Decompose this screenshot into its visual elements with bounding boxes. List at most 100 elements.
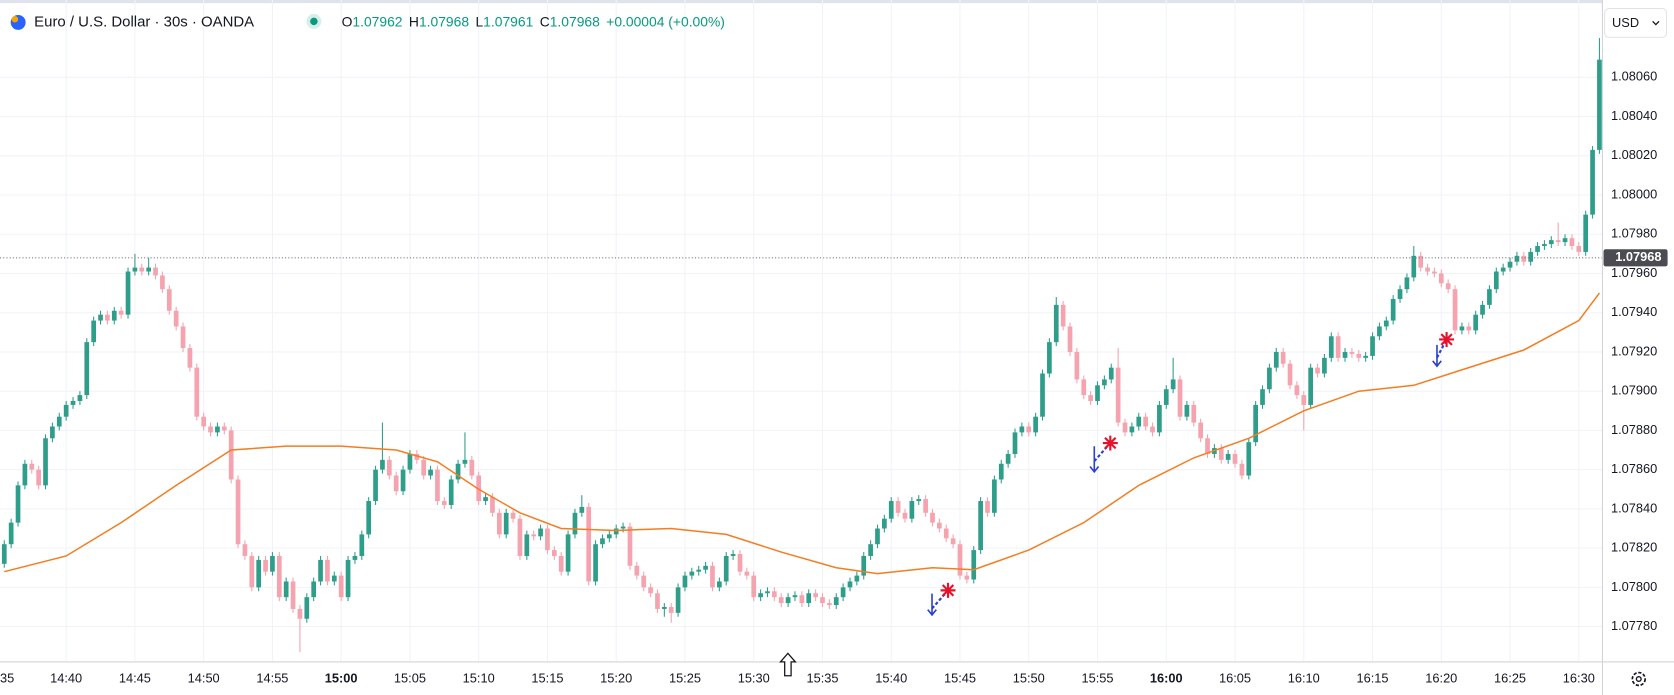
x-tick-label: 15:30 — [738, 670, 770, 685]
candle-body — [641, 575, 647, 588]
candle-body — [861, 555, 867, 576]
candle-body — [36, 469, 42, 486]
currency-button-box[interactable] — [1604, 8, 1668, 38]
asterisk — [1439, 332, 1455, 347]
candle-body — [1012, 432, 1018, 454]
moving-average — [4, 292, 1601, 575]
candle-body — [510, 512, 516, 519]
candle-body — [111, 310, 117, 321]
candle-body — [1342, 351, 1348, 358]
candle-body — [703, 565, 708, 570]
gear[interactable] — [1631, 671, 1647, 687]
x-tick-label: 35 — [0, 670, 14, 685]
candle-body — [1322, 357, 1327, 374]
candle-body — [290, 581, 296, 609]
x-tick-label: 14:50 — [188, 670, 220, 685]
gear-center[interactable] — [1635, 675, 1642, 683]
x-tick-label: 15:15 — [531, 670, 563, 685]
x-tick-label: 14:45 — [119, 670, 151, 685]
candle-body — [15, 485, 21, 523]
candle-body — [235, 479, 241, 545]
currency-label[interactable]: USD — [1612, 15, 1639, 30]
candle-body — [1053, 304, 1059, 343]
candle-body — [263, 559, 268, 572]
candle-body — [1136, 416, 1142, 427]
ohlc-value: 1.07961 — [483, 13, 533, 29]
settings-button[interactable] — [1631, 671, 1647, 687]
candle-body — [737, 554, 743, 572]
candle-body — [971, 550, 977, 580]
candle-body — [1576, 246, 1582, 252]
currency-button[interactable]: USD — [1604, 8, 1668, 38]
candle-body — [435, 469, 440, 502]
candle-body — [1081, 379, 1087, 396]
candle-body — [1370, 336, 1375, 356]
x-tick-label: 15:25 — [669, 670, 701, 685]
candle-body — [421, 459, 427, 476]
candle-body — [606, 534, 612, 539]
candle-body — [22, 463, 28, 486]
x-tick-label: 15:50 — [1013, 670, 1045, 685]
candle-body — [992, 479, 997, 513]
y-tick-label: 1.07980 — [1611, 226, 1657, 241]
ohlc-label: H — [409, 13, 419, 29]
candle-body — [840, 587, 846, 598]
x-tick-label: 16:10 — [1288, 670, 1320, 685]
candle-body — [8, 522, 14, 545]
candle-body — [98, 314, 103, 321]
candle-body — [1514, 255, 1520, 262]
down-arrow — [1432, 344, 1442, 368]
x-tick-label: 15:00 — [325, 670, 358, 685]
candle-body — [208, 426, 213, 433]
candle-body — [84, 342, 90, 396]
time-marker-arrow — [779, 652, 797, 677]
candle-body — [1150, 426, 1155, 433]
candle-body — [882, 518, 887, 529]
candle-body — [503, 512, 509, 535]
candle-body — [146, 267, 152, 272]
candle-body — [496, 512, 502, 535]
candle-body — [1184, 404, 1190, 417]
candle-body — [132, 267, 138, 272]
last-price-box — [1603, 249, 1668, 267]
candle-body — [366, 501, 372, 535]
candle-body — [1487, 289, 1492, 305]
x-tick-label: 14:40 — [50, 670, 82, 685]
candle-body — [1383, 320, 1389, 327]
candle-body — [345, 559, 351, 598]
ohlc-value: 1.07968 — [419, 13, 469, 29]
candle-body — [153, 267, 158, 276]
candle-body — [1438, 273, 1444, 284]
candle-body — [1177, 379, 1183, 417]
candle-body — [648, 587, 653, 594]
candle-body — [359, 534, 365, 556]
candle-body — [414, 453, 420, 460]
candle-body — [1115, 367, 1121, 423]
chevron[interactable] — [1652, 20, 1660, 26]
candle-body — [490, 497, 495, 513]
candle-body — [655, 593, 660, 609]
candle-body — [1363, 355, 1369, 358]
candle-body — [1349, 351, 1355, 354]
x-tick-label: 15:05 — [394, 670, 426, 685]
axes: 1.07780 1.07800 1.07820 1.07840 1.07860 1.078… — [0, 69, 1668, 685]
candle-body — [166, 289, 172, 311]
candle-body — [778, 597, 784, 604]
candle-body — [600, 538, 605, 545]
x-tick-label: 15:40 — [875, 670, 907, 685]
candle-body — [916, 499, 922, 502]
candle-body — [1548, 240, 1554, 245]
candle-body — [792, 595, 798, 598]
candle-body — [1569, 238, 1575, 247]
candle-body — [985, 501, 990, 513]
x-tick-label: 16:15 — [1357, 670, 1389, 685]
candle-body — [827, 603, 832, 606]
candle-body — [730, 554, 736, 556]
market-status-dot — [310, 17, 318, 26]
y-tick-label: 1.08020 — [1611, 147, 1657, 162]
x-tick-label: 16:30 — [1563, 670, 1595, 685]
candle-body — [1019, 426, 1025, 433]
candle-body — [249, 555, 255, 588]
candle-body — [1445, 283, 1451, 290]
